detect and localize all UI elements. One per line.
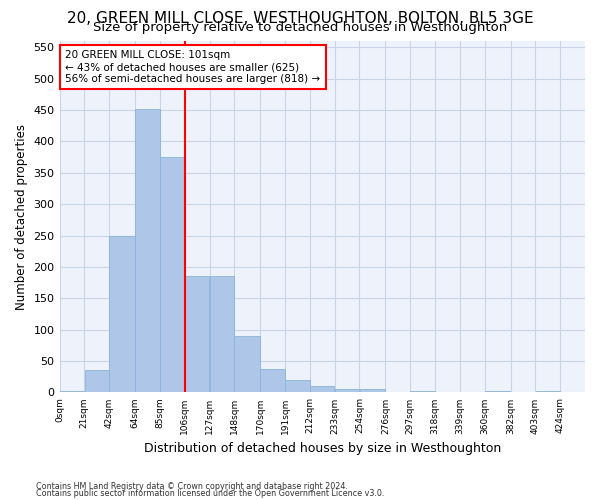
Text: Size of property relative to detached houses in Westhoughton: Size of property relative to detached ho… (93, 22, 507, 35)
Text: Contains HM Land Registry data © Crown copyright and database right 2024.: Contains HM Land Registry data © Crown c… (36, 482, 348, 491)
Bar (85, 370, 109, 392)
Text: 20, GREEN MILL CLOSE, WESTHOUGHTON, BOLTON, BL5 3GE: 20, GREEN MILL CLOSE, WESTHOUGHTON, BOLT… (67, 11, 533, 26)
Y-axis label: Number of detached properties: Number of detached properties (15, 124, 28, 310)
Bar (285, 380, 310, 392)
Bar (235, 336, 260, 392)
Bar (335, 390, 359, 392)
Text: Contains public sector information licensed under the Open Government Licence v3: Contains public sector information licen… (36, 489, 385, 498)
Bar (260, 368, 285, 392)
Bar (359, 390, 385, 392)
Bar (536, 391, 560, 392)
Bar (209, 276, 234, 392)
Bar (310, 386, 334, 392)
X-axis label: Distribution of detached houses by size in Westhoughton: Distribution of detached houses by size … (143, 442, 501, 455)
Bar (485, 391, 511, 392)
Bar (160, 157, 185, 392)
Bar (135, 109, 160, 393)
Text: 20 GREEN MILL CLOSE: 101sqm
← 43% of detached houses are smaller (625)
56% of se: 20 GREEN MILL CLOSE: 101sqm ← 43% of det… (65, 50, 320, 84)
Bar (410, 390, 435, 392)
Bar (60, 391, 84, 392)
Bar (185, 276, 209, 392)
Bar (109, 236, 135, 392)
